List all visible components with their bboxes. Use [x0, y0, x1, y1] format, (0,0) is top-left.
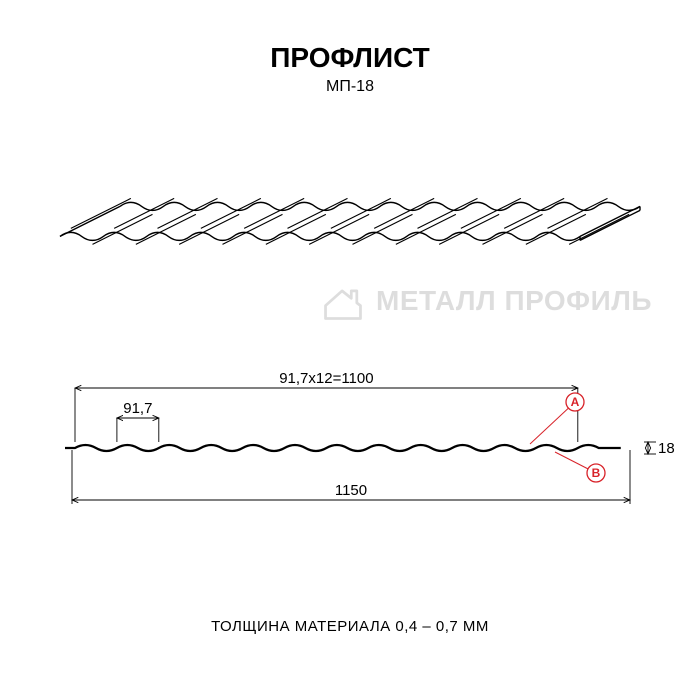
watermark-text: МЕТАЛЛ ПРОФИЛЬ [376, 285, 652, 317]
svg-text:B: B [592, 466, 601, 480]
diagram-svg: 91,7х12=110091,7115018 AB [0, 0, 700, 700]
dimensions: 91,7х12=1100 91,7 1150 18 [72, 370, 675, 504]
isometric-view [60, 198, 640, 244]
material-thickness-note: ТОЛЩИНА МАТЕРИАЛА 0,4 – 0,7 ММ [0, 618, 700, 635]
svg-text:1150: 1150 [335, 482, 367, 499]
svg-text:91,7х12=1100: 91,7х12=1100 [279, 370, 373, 387]
watermark: МЕТАЛЛ ПРОФИЛЬ [320, 278, 652, 324]
markers: AB [530, 393, 605, 482]
profile-view [65, 445, 621, 451]
svg-text:18: 18 [658, 440, 675, 457]
svg-text:A: A [571, 395, 580, 409]
svg-text:91,7: 91,7 [123, 400, 152, 417]
house-icon [320, 278, 366, 324]
